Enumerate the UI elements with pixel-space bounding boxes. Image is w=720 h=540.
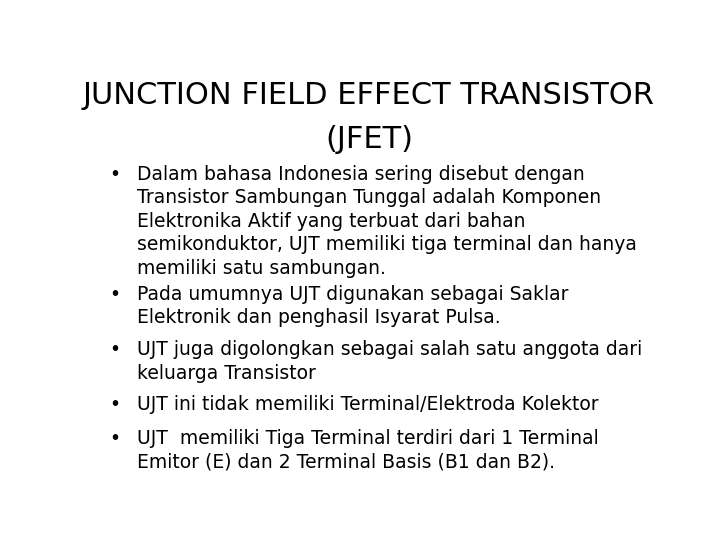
Text: •: • [109,165,121,184]
Text: •: • [109,429,121,448]
Text: •: • [109,285,121,304]
Text: •: • [109,395,121,414]
Text: (JFET): (JFET) [325,125,413,154]
Text: Pada umumnya UJT digunakan sebagai Saklar
Elektronik dan penghasil Isyarat Pulsa: Pada umumnya UJT digunakan sebagai Sakla… [138,285,569,327]
Text: UJT ini tidak memiliki Terminal/Elektroda Kolektor: UJT ini tidak memiliki Terminal/Elektrod… [138,395,599,414]
Text: UJT  memiliki Tiga Terminal terdiri dari 1 Terminal
Emitor (E) dan 2 Terminal Ba: UJT memiliki Tiga Terminal terdiri dari … [138,429,599,471]
Text: Dalam bahasa Indonesia sering disebut dengan
Transistor Sambungan Tunggal adalah: Dalam bahasa Indonesia sering disebut de… [138,165,637,278]
Text: JUNCTION FIELD EFFECT TRANSISTOR: JUNCTION FIELD EFFECT TRANSISTOR [83,82,655,111]
Text: •: • [109,340,121,359]
Text: UJT juga digolongkan sebagai salah satu anggota dari
keluarga Transistor: UJT juga digolongkan sebagai salah satu … [138,340,643,382]
